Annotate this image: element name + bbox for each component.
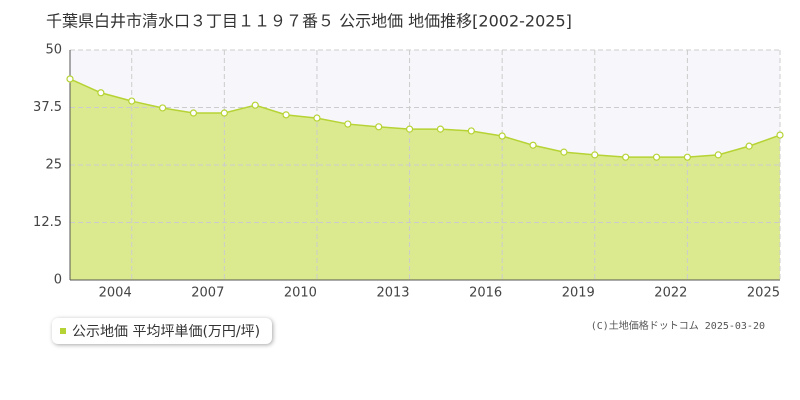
point <box>220 109 228 117</box>
x-tick-label: 2007 <box>191 286 224 301</box>
line <box>69 78 781 158</box>
point <box>159 104 167 112</box>
x-tick-label: 2004 <box>99 286 132 301</box>
x-tick-label: 2025 <box>747 286 780 301</box>
point <box>622 153 630 161</box>
y-tick-label: 50 <box>45 43 62 58</box>
y-tick-label: 0 <box>54 273 62 288</box>
point <box>251 101 259 109</box>
point <box>375 123 383 131</box>
point <box>128 97 136 105</box>
legend-swatch <box>60 328 66 334</box>
point <box>436 125 445 133</box>
point <box>282 111 290 119</box>
point <box>97 89 105 97</box>
point <box>467 127 475 135</box>
point <box>776 131 784 139</box>
point <box>313 114 321 122</box>
point <box>66 75 74 83</box>
y-tick-label: 37.5 <box>33 100 62 115</box>
x-tick-label: 2013 <box>376 286 409 301</box>
point <box>405 125 414 133</box>
x-tick-label: 2016 <box>469 286 502 301</box>
y-tick-label: 12.5 <box>33 215 62 230</box>
point <box>189 109 198 117</box>
x-tick-label: 2010 <box>284 286 317 301</box>
legend-label: 公示地価 平均坪単価(万円/坪) <box>72 324 261 340</box>
x-tick-label: 2022 <box>654 286 687 301</box>
point <box>714 151 722 159</box>
point <box>745 142 753 150</box>
x-tick-label: 2019 <box>562 286 595 301</box>
chart-title: 千葉県白井市清水口３丁目１１９７番５ 公示地価 地価推移[2002-2025] <box>46 12 572 31</box>
point <box>529 141 537 149</box>
point <box>683 153 691 161</box>
point <box>498 132 506 140</box>
point <box>560 148 568 156</box>
point <box>344 120 352 128</box>
y-tick-label: 25 <box>45 158 62 173</box>
credit: (C)土地価格ドットコム 2025-03-20 <box>591 319 765 332</box>
legend: 公示地価 平均坪単価(万円/坪) <box>52 318 273 344</box>
area-fill <box>70 78 780 280</box>
point <box>591 151 599 159</box>
point <box>652 153 661 161</box>
